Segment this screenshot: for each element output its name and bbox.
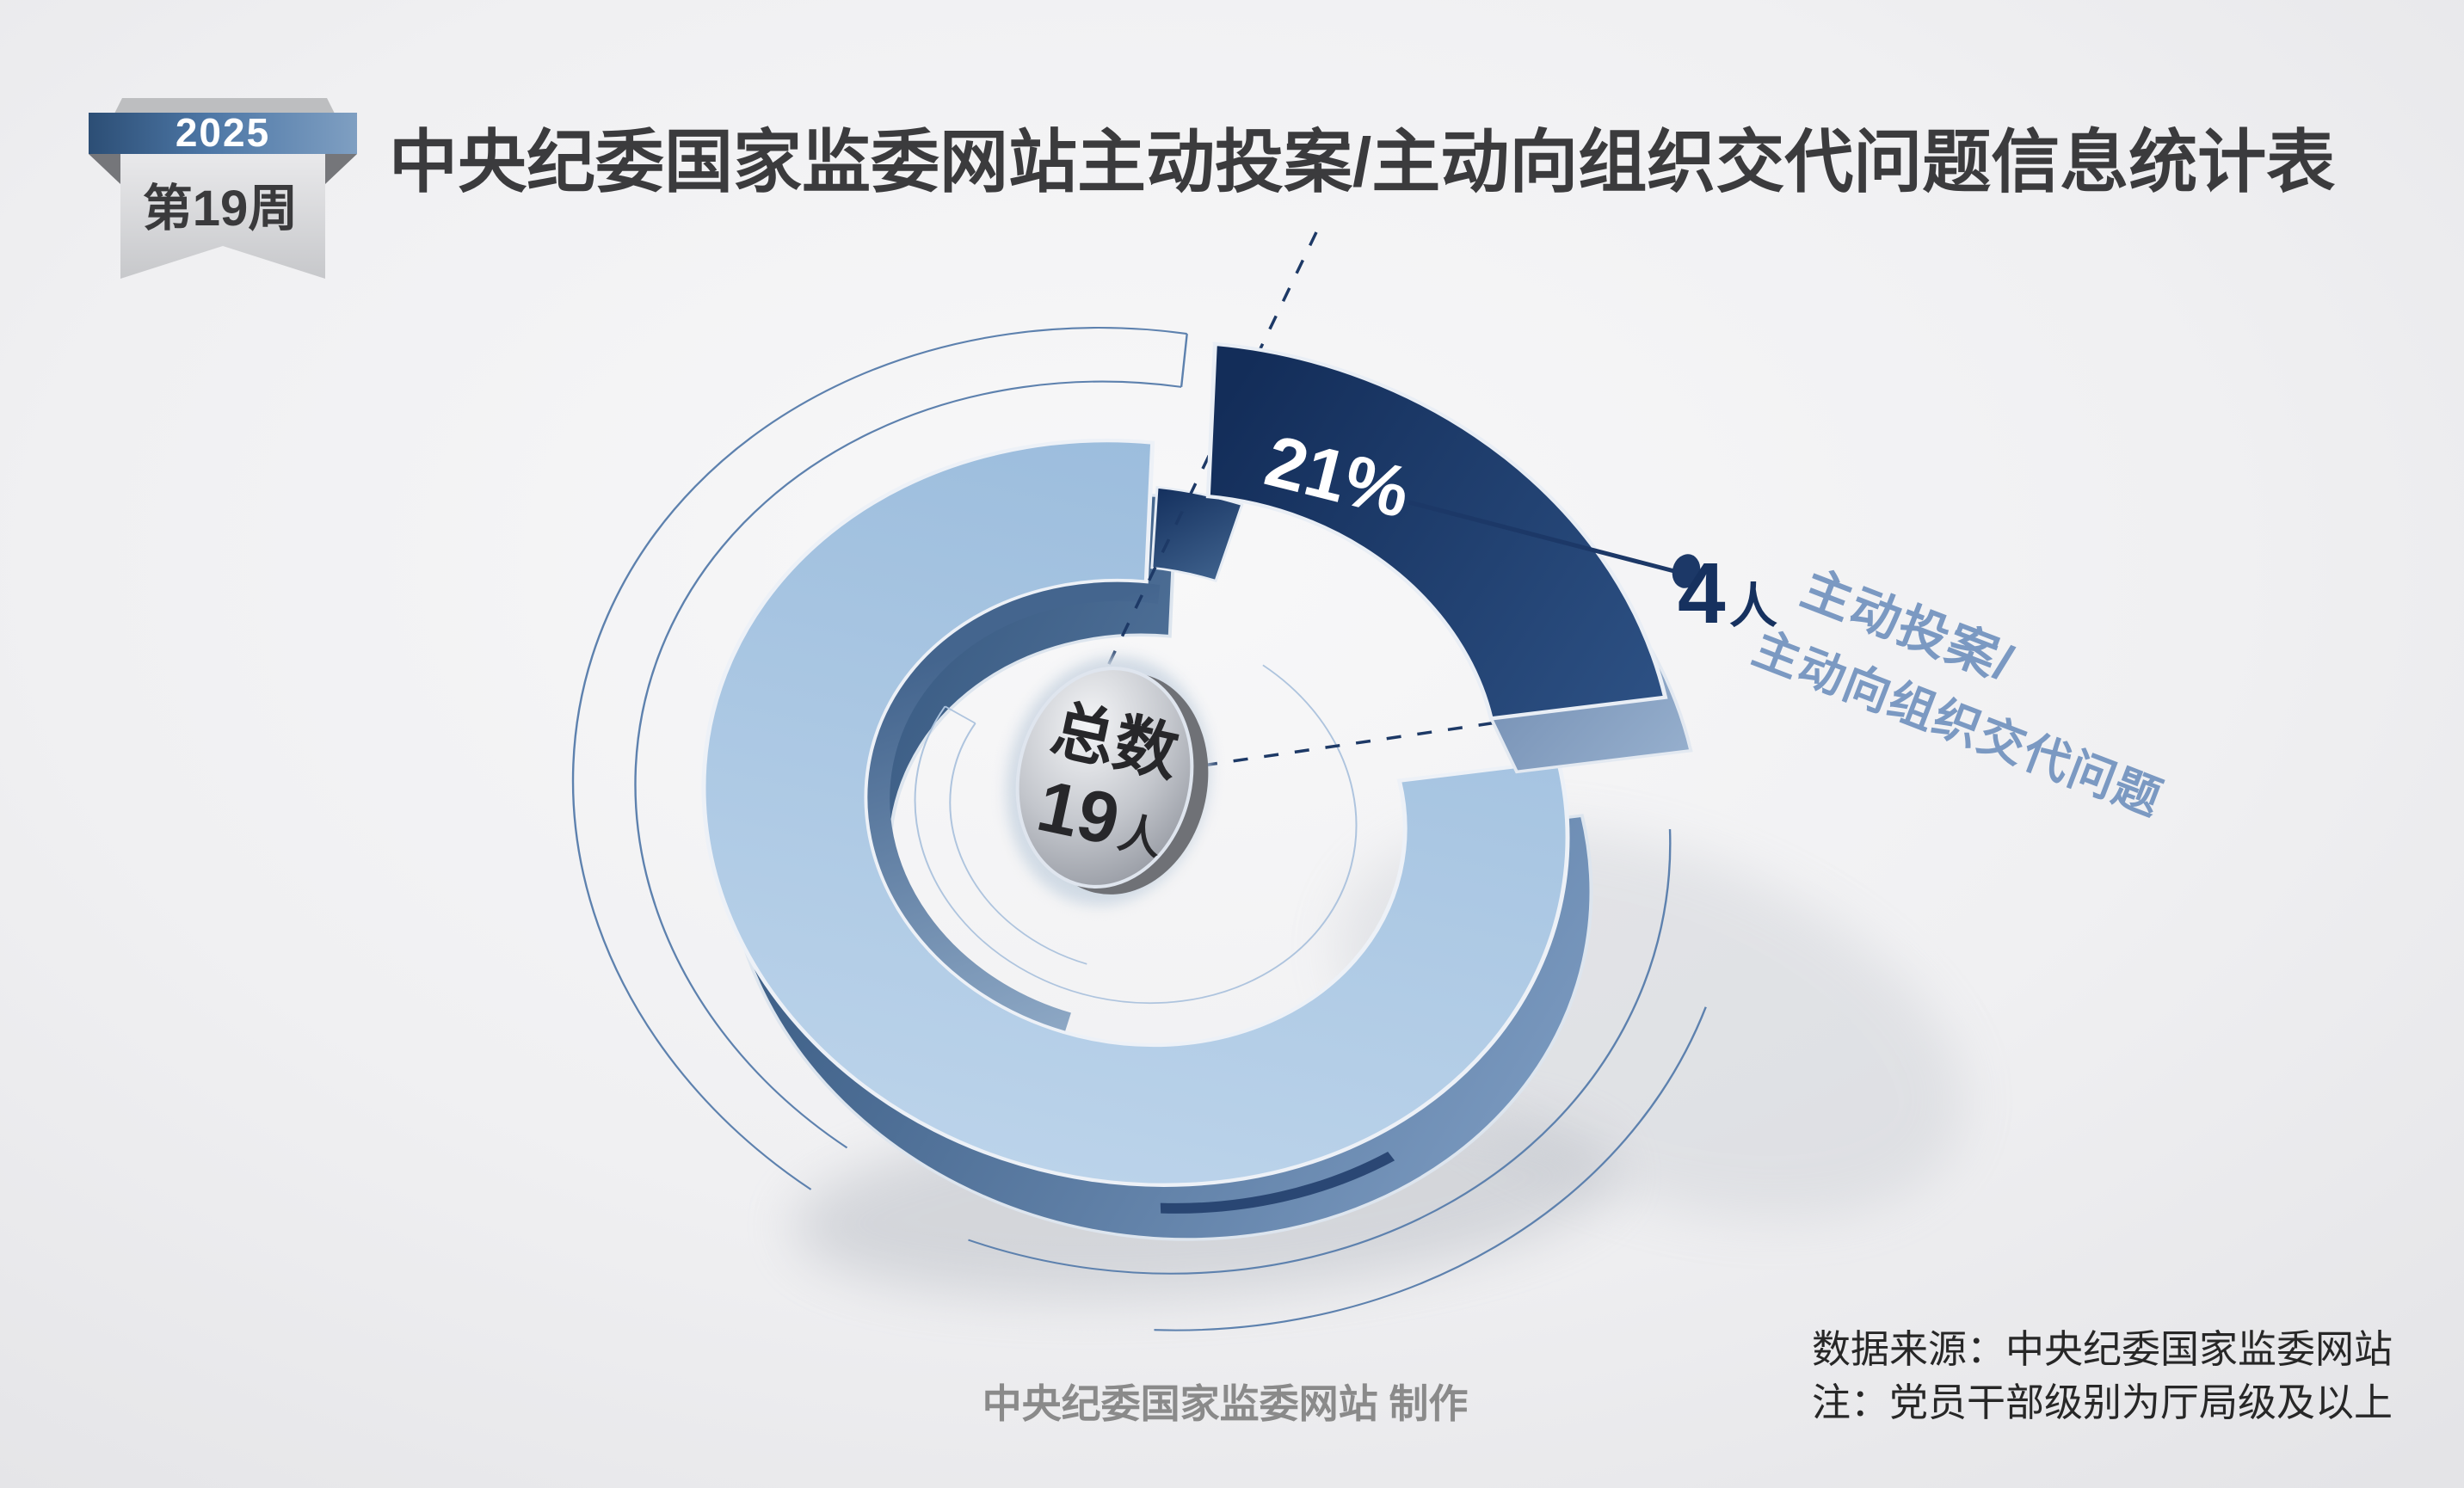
callout-unit: 人 — [1729, 579, 1777, 633]
highlight-slice-group — [1205, 341, 1693, 774]
dashed-guide-top — [1084, 231, 1318, 713]
highlight-slice-face — [1205, 341, 1668, 721]
total-unit: 人 — [1114, 808, 1167, 864]
week-badge: 2025 第19周 — [89, 98, 357, 279]
decorative-outline-arcs — [571, 327, 1707, 1331]
badge-top-plate — [114, 98, 335, 114]
credit-text: 中央纪委国家监委网站 制作 — [983, 1381, 1469, 1426]
note-text: 注：党员干部级别为厅局级及以上 — [1812, 1381, 2393, 1424]
badge-fold-right — [325, 154, 357, 184]
callout-value: 4 — [1678, 545, 1726, 642]
total-value: 19 — [1031, 765, 1126, 860]
dashed-guides — [1084, 231, 1674, 767]
gap-cut-wedge — [1150, 486, 1244, 582]
ring-main-slice — [701, 439, 1570, 1187]
leader-line — [1408, 500, 1675, 574]
badge-fold-left — [89, 154, 120, 184]
leader-dot-icon — [1672, 554, 1701, 588]
badge-week: 第19周 — [143, 181, 299, 237]
center-hub: 总数 19人 — [1006, 656, 1210, 906]
badge-bookmark — [120, 154, 325, 279]
page-title: 中央纪委国家监委网站主动投案/主动向组织交代问题信息统计表 — [389, 124, 2335, 200]
donut-ring-group — [701, 439, 1593, 1241]
bottom-right-thin-arc-2 — [1154, 1006, 1707, 1331]
hole-thin-arcs — [914, 664, 1358, 1005]
callout-leader — [1408, 500, 1701, 588]
ring-depth-dark-sliver — [1160, 1151, 1395, 1214]
inner-thin-arc — [634, 380, 1182, 1149]
badge-year: 2025 — [176, 110, 270, 155]
ring-inner-wall — [867, 581, 1161, 1031]
hub-face — [1015, 667, 1194, 888]
outer-thin-arc — [571, 327, 1187, 1190]
badge-year-bar — [89, 113, 357, 154]
thin-arc-connector — [1180, 333, 1188, 388]
source-note-block: 数据来源：中央纪委国家监委网站 注：党员干部级别为厅局级及以上 — [1812, 1328, 2393, 1424]
bottom-right-thin-arc-1 — [968, 828, 1672, 1275]
total-value-line: 19人 — [1031, 765, 1172, 870]
data-source-text: 数据来源：中央纪委国家监委网站 — [1812, 1328, 2393, 1371]
